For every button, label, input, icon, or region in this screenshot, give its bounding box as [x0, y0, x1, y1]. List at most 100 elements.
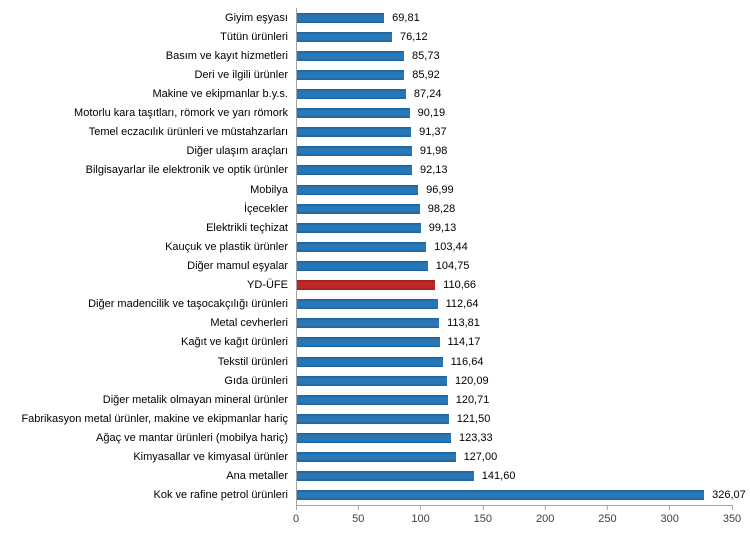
bar: [297, 260, 428, 271]
chart-row: Kok ve rafine petrol ürünleri 326,07: [0, 486, 750, 505]
chart-row: Diğer madencilik ve taşocakçılığı ürünle…: [0, 295, 750, 314]
value-label: 99,13: [428, 221, 457, 234]
category-label: Deri ve ilgili ürünler: [194, 68, 288, 81]
bar: [297, 394, 448, 405]
tick-label: 50: [352, 513, 365, 525]
value-label: 96,99: [426, 183, 454, 196]
bar-track: 76,12: [297, 31, 734, 43]
bar-track: 69,81: [297, 12, 734, 24]
x-tick: 100: [411, 506, 430, 525]
tick-mark: [295, 506, 297, 510]
category-label: Kağıt ve kağıt ürünleri: [180, 336, 288, 349]
value-label: 69,81: [392, 11, 420, 24]
chart-row: Makine ve ekipmanlar b.y.s. 87,24: [0, 84, 750, 103]
value-label: 120,09: [454, 374, 489, 387]
bar: [297, 12, 385, 23]
category-label: İçecekler: [243, 202, 288, 215]
category-label: Giyim eşyası: [225, 11, 288, 24]
bar-track: 116,64: [297, 356, 734, 368]
bar-track: 104,75: [297, 260, 734, 272]
chart-row: Kağıt ve kağıt ürünleri 114,17: [0, 333, 750, 352]
bar: [297, 50, 405, 61]
bar: [297, 471, 474, 482]
tick-label: 300: [660, 513, 679, 525]
bar: [297, 432, 451, 443]
value-label: 92,13: [420, 164, 448, 177]
chart-row: Tekstil ürünleri 116,64: [0, 352, 750, 371]
x-tick: 200: [536, 506, 554, 525]
value-label: 141,60: [481, 470, 516, 483]
tick-label: 0: [292, 513, 300, 525]
bar-track: 326,07: [297, 489, 746, 501]
value-label: 104,75: [435, 259, 470, 272]
value-label: 120,71: [455, 393, 490, 406]
value-label: 85,92: [412, 68, 440, 81]
bar: [297, 222, 421, 233]
bar-track: 121,50: [297, 413, 734, 425]
chart-row: Diğer metalik olmayan mineral ürünler 120…: [0, 390, 750, 409]
value-label: 76,12: [400, 30, 428, 43]
tick-label: 350: [722, 513, 742, 525]
category-label: Metal cevherleri: [210, 317, 288, 330]
chart-row: Gıda ürünleri 120,09: [0, 371, 750, 390]
x-tick: 150: [474, 506, 492, 525]
tick-mark: [606, 506, 608, 510]
bar-track: 120,71: [297, 394, 734, 406]
category-label: YD-ÜFE: [247, 279, 288, 292]
category-label: Makine ve ekipmanlar b.y.s.: [152, 87, 288, 100]
bar: [297, 452, 456, 463]
category-label: Elektrikli teçhizat: [206, 221, 288, 234]
bar-track: 92,13: [297, 164, 734, 176]
chart-row: Elektrikli teçhizat 99,13: [0, 218, 750, 237]
bar-track: 103,44: [297, 241, 734, 253]
chart-row: Ana metaller 141,60: [0, 467, 750, 486]
chart-row: Diğer mamul eşyalar 104,75: [0, 256, 750, 275]
value-label: 123,33: [458, 431, 493, 444]
category-label: Tütün ürünleri: [220, 30, 288, 43]
tick-label: 150: [473, 513, 493, 525]
bar: [297, 146, 412, 157]
category-label: Bilgisayarlar ile elektronik ve optik ür…: [85, 164, 288, 177]
bar: [297, 375, 447, 386]
bar: [297, 241, 427, 252]
category-label: Tekstil ürünleri: [217, 355, 288, 368]
value-label: 127,00: [463, 451, 498, 464]
bar: [297, 356, 443, 367]
chart-rows: Giyim eşyası 69,81 Tütün ürünleri 76,12 Bası…: [0, 8, 750, 505]
bar: [297, 88, 406, 99]
bar: [297, 203, 420, 214]
tick-label: 100: [411, 513, 430, 525]
value-label: 87,24: [413, 87, 442, 100]
value-label: 116,64: [450, 355, 484, 368]
chart-row: Metal cevherleri 113,81: [0, 314, 750, 333]
bar-track: 120,09: [297, 375, 734, 387]
bar-track: 113,81: [297, 317, 734, 329]
chart-row: Motorlu kara taşıtları, römork ve yarı r…: [0, 104, 750, 123]
bar: [297, 337, 440, 348]
tick-label: 200: [535, 513, 555, 525]
bar-track: 91,98: [297, 145, 734, 157]
value-label: 91,37: [419, 126, 447, 139]
chart-row: Mobilya 96,99: [0, 180, 750, 199]
category-label: Diğer mamul eşyalar: [187, 259, 288, 272]
bar-track: 96,99: [297, 184, 734, 196]
tick-mark: [357, 506, 359, 510]
value-label: 110,66: [443, 279, 476, 292]
x-tick: 300: [661, 506, 679, 525]
bar: [297, 127, 412, 138]
category-label: Basım ve kayıt hizmetleri: [165, 49, 288, 62]
bar-track: 99,13: [297, 222, 734, 234]
chart-row: Kimyasallar ve kimyasal ürünler 127,00: [0, 448, 750, 467]
chart-row: İçecekler 98,28: [0, 199, 750, 218]
bar-track: 112,64: [297, 298, 734, 310]
bar-track: 114,17: [297, 336, 734, 348]
bar-track: 87,24: [297, 88, 734, 100]
chart-row: Deri ve ilgili ürünler 85,92: [0, 65, 750, 84]
x-tick: 50: [352, 506, 364, 525]
chart-row: Bilgisayarlar ile elektronik ve optik ür…: [0, 161, 750, 180]
value-label: 112,64: [445, 298, 479, 311]
category-label: Gıda ürünleri: [224, 374, 288, 387]
category-label: Kimyasallar ve kimyasal ürünler: [133, 451, 288, 464]
value-label: 91,98: [419, 145, 448, 158]
category-label: Fabrikasyon metal ürünler, makine ve eki…: [21, 412, 288, 425]
